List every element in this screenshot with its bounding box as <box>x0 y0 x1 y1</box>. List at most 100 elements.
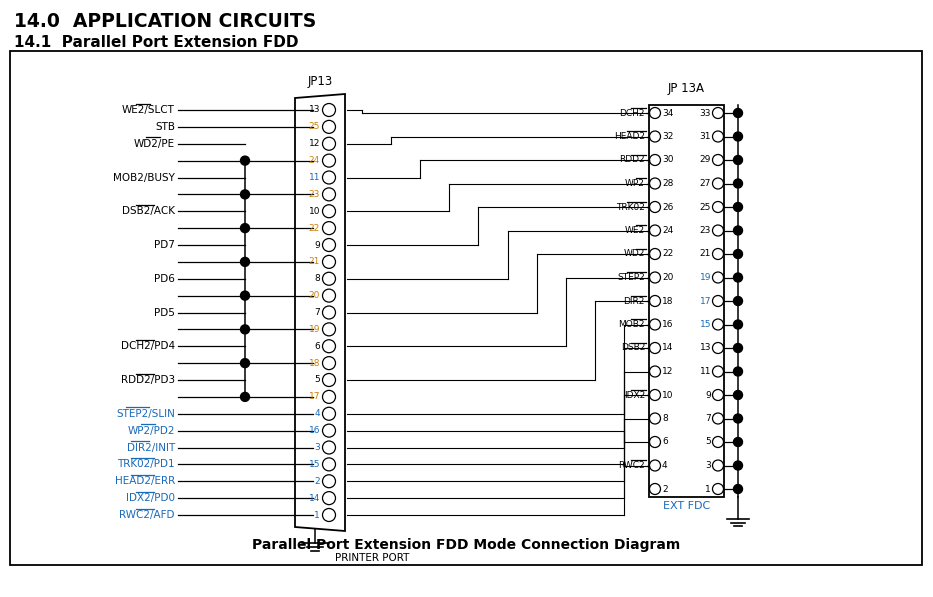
Text: MOB2/BUSY: MOB2/BUSY <box>113 173 175 183</box>
Text: STEP2/SLIN: STEP2/SLIN <box>116 409 175 418</box>
Text: 26: 26 <box>662 202 674 211</box>
Text: 33: 33 <box>700 109 711 118</box>
Text: 7: 7 <box>705 414 711 423</box>
Circle shape <box>733 438 743 447</box>
Text: 11: 11 <box>700 367 711 376</box>
Circle shape <box>733 485 743 494</box>
Text: HEAD2: HEAD2 <box>614 132 645 141</box>
Text: 10: 10 <box>309 207 320 216</box>
Circle shape <box>733 273 743 282</box>
Text: 17: 17 <box>309 392 320 401</box>
Text: WE2: WE2 <box>625 226 645 235</box>
Circle shape <box>733 202 743 211</box>
Text: 7: 7 <box>314 308 320 317</box>
Text: 1: 1 <box>314 510 320 519</box>
Text: 22: 22 <box>662 250 674 259</box>
Text: 15: 15 <box>700 320 711 329</box>
Text: TRK02/PD1: TRK02/PD1 <box>118 459 175 469</box>
Text: 16: 16 <box>662 320 674 329</box>
Circle shape <box>241 392 249 401</box>
Text: 15: 15 <box>309 460 320 469</box>
Circle shape <box>241 359 249 368</box>
Text: 3: 3 <box>314 443 320 452</box>
Text: 25: 25 <box>700 202 711 211</box>
Text: PRINTER PORT: PRINTER PORT <box>335 553 410 563</box>
Text: HEAD2/ERR: HEAD2/ERR <box>115 476 175 486</box>
Text: 25: 25 <box>309 122 320 131</box>
Text: 11: 11 <box>309 173 320 182</box>
FancyBboxPatch shape <box>10 51 922 565</box>
Circle shape <box>733 461 743 470</box>
Circle shape <box>241 190 249 199</box>
Text: 12: 12 <box>662 367 674 376</box>
Text: 24: 24 <box>662 226 674 235</box>
Text: 19: 19 <box>309 325 320 334</box>
Text: 13: 13 <box>700 343 711 352</box>
FancyBboxPatch shape <box>649 105 724 497</box>
Text: 9: 9 <box>705 390 711 399</box>
Circle shape <box>733 343 743 352</box>
Text: JP 13A: JP 13A <box>668 82 705 95</box>
Text: 31: 31 <box>700 132 711 141</box>
Text: Parallel Port Extension FDD Mode Connection Diagram: Parallel Port Extension FDD Mode Connect… <box>252 538 680 552</box>
Text: IDX2: IDX2 <box>624 390 645 399</box>
Text: 14.0  APPLICATION CIRCUITS: 14.0 APPLICATION CIRCUITS <box>14 12 316 31</box>
Text: RDD2: RDD2 <box>620 155 645 165</box>
Text: 23: 23 <box>309 190 320 199</box>
Text: PD7: PD7 <box>154 240 175 250</box>
Text: JP13: JP13 <box>307 75 333 88</box>
Text: 21: 21 <box>309 257 320 266</box>
Circle shape <box>733 250 743 259</box>
Text: 14: 14 <box>309 494 320 503</box>
Text: 13: 13 <box>309 106 320 115</box>
Text: 9: 9 <box>314 241 320 250</box>
Text: 2: 2 <box>314 477 320 486</box>
Text: PD5: PD5 <box>154 307 175 318</box>
Circle shape <box>733 155 743 165</box>
Circle shape <box>241 156 249 165</box>
Text: TRK02: TRK02 <box>616 202 645 211</box>
Text: 10: 10 <box>662 390 674 399</box>
Text: 23: 23 <box>700 226 711 235</box>
Text: 24: 24 <box>309 156 320 165</box>
Text: 8: 8 <box>314 274 320 283</box>
Circle shape <box>241 291 249 300</box>
Text: 21: 21 <box>700 250 711 259</box>
Text: RWC2: RWC2 <box>619 461 645 470</box>
Text: STB: STB <box>155 122 175 132</box>
Text: 19: 19 <box>700 273 711 282</box>
Circle shape <box>733 414 743 423</box>
Text: 20: 20 <box>309 291 320 300</box>
Circle shape <box>241 257 249 266</box>
Circle shape <box>733 390 743 399</box>
Text: DSB2: DSB2 <box>620 343 645 352</box>
Text: 1: 1 <box>705 485 711 494</box>
Text: 3: 3 <box>705 461 711 470</box>
Text: 12: 12 <box>309 139 320 148</box>
Text: 28: 28 <box>662 179 674 188</box>
Text: MOB2: MOB2 <box>619 320 645 329</box>
Text: DSB2/ACK: DSB2/ACK <box>122 206 175 216</box>
Text: IDX2/PD0: IDX2/PD0 <box>126 493 175 503</box>
Text: WD2/PE: WD2/PE <box>133 139 175 149</box>
Text: 18: 18 <box>309 359 320 368</box>
Text: WP2/PD2: WP2/PD2 <box>128 426 175 436</box>
Text: 5: 5 <box>314 376 320 384</box>
Text: 6: 6 <box>314 341 320 351</box>
Text: DCH2/PD4: DCH2/PD4 <box>121 341 175 351</box>
Text: 14.1  Parallel Port Extension FDD: 14.1 Parallel Port Extension FDD <box>14 35 299 50</box>
Text: EXT FDC: EXT FDC <box>662 501 710 511</box>
Text: 34: 34 <box>662 109 674 118</box>
Text: RWC2/AFD: RWC2/AFD <box>119 510 175 520</box>
Text: 2: 2 <box>662 485 668 494</box>
Text: 6: 6 <box>662 438 668 447</box>
Circle shape <box>733 297 743 306</box>
Text: 20: 20 <box>662 273 674 282</box>
Circle shape <box>733 367 743 376</box>
Text: 8: 8 <box>662 414 668 423</box>
Text: 5: 5 <box>705 438 711 447</box>
Circle shape <box>733 320 743 329</box>
Text: 30: 30 <box>662 155 674 165</box>
Circle shape <box>241 325 249 334</box>
Text: STEP2: STEP2 <box>618 273 645 282</box>
